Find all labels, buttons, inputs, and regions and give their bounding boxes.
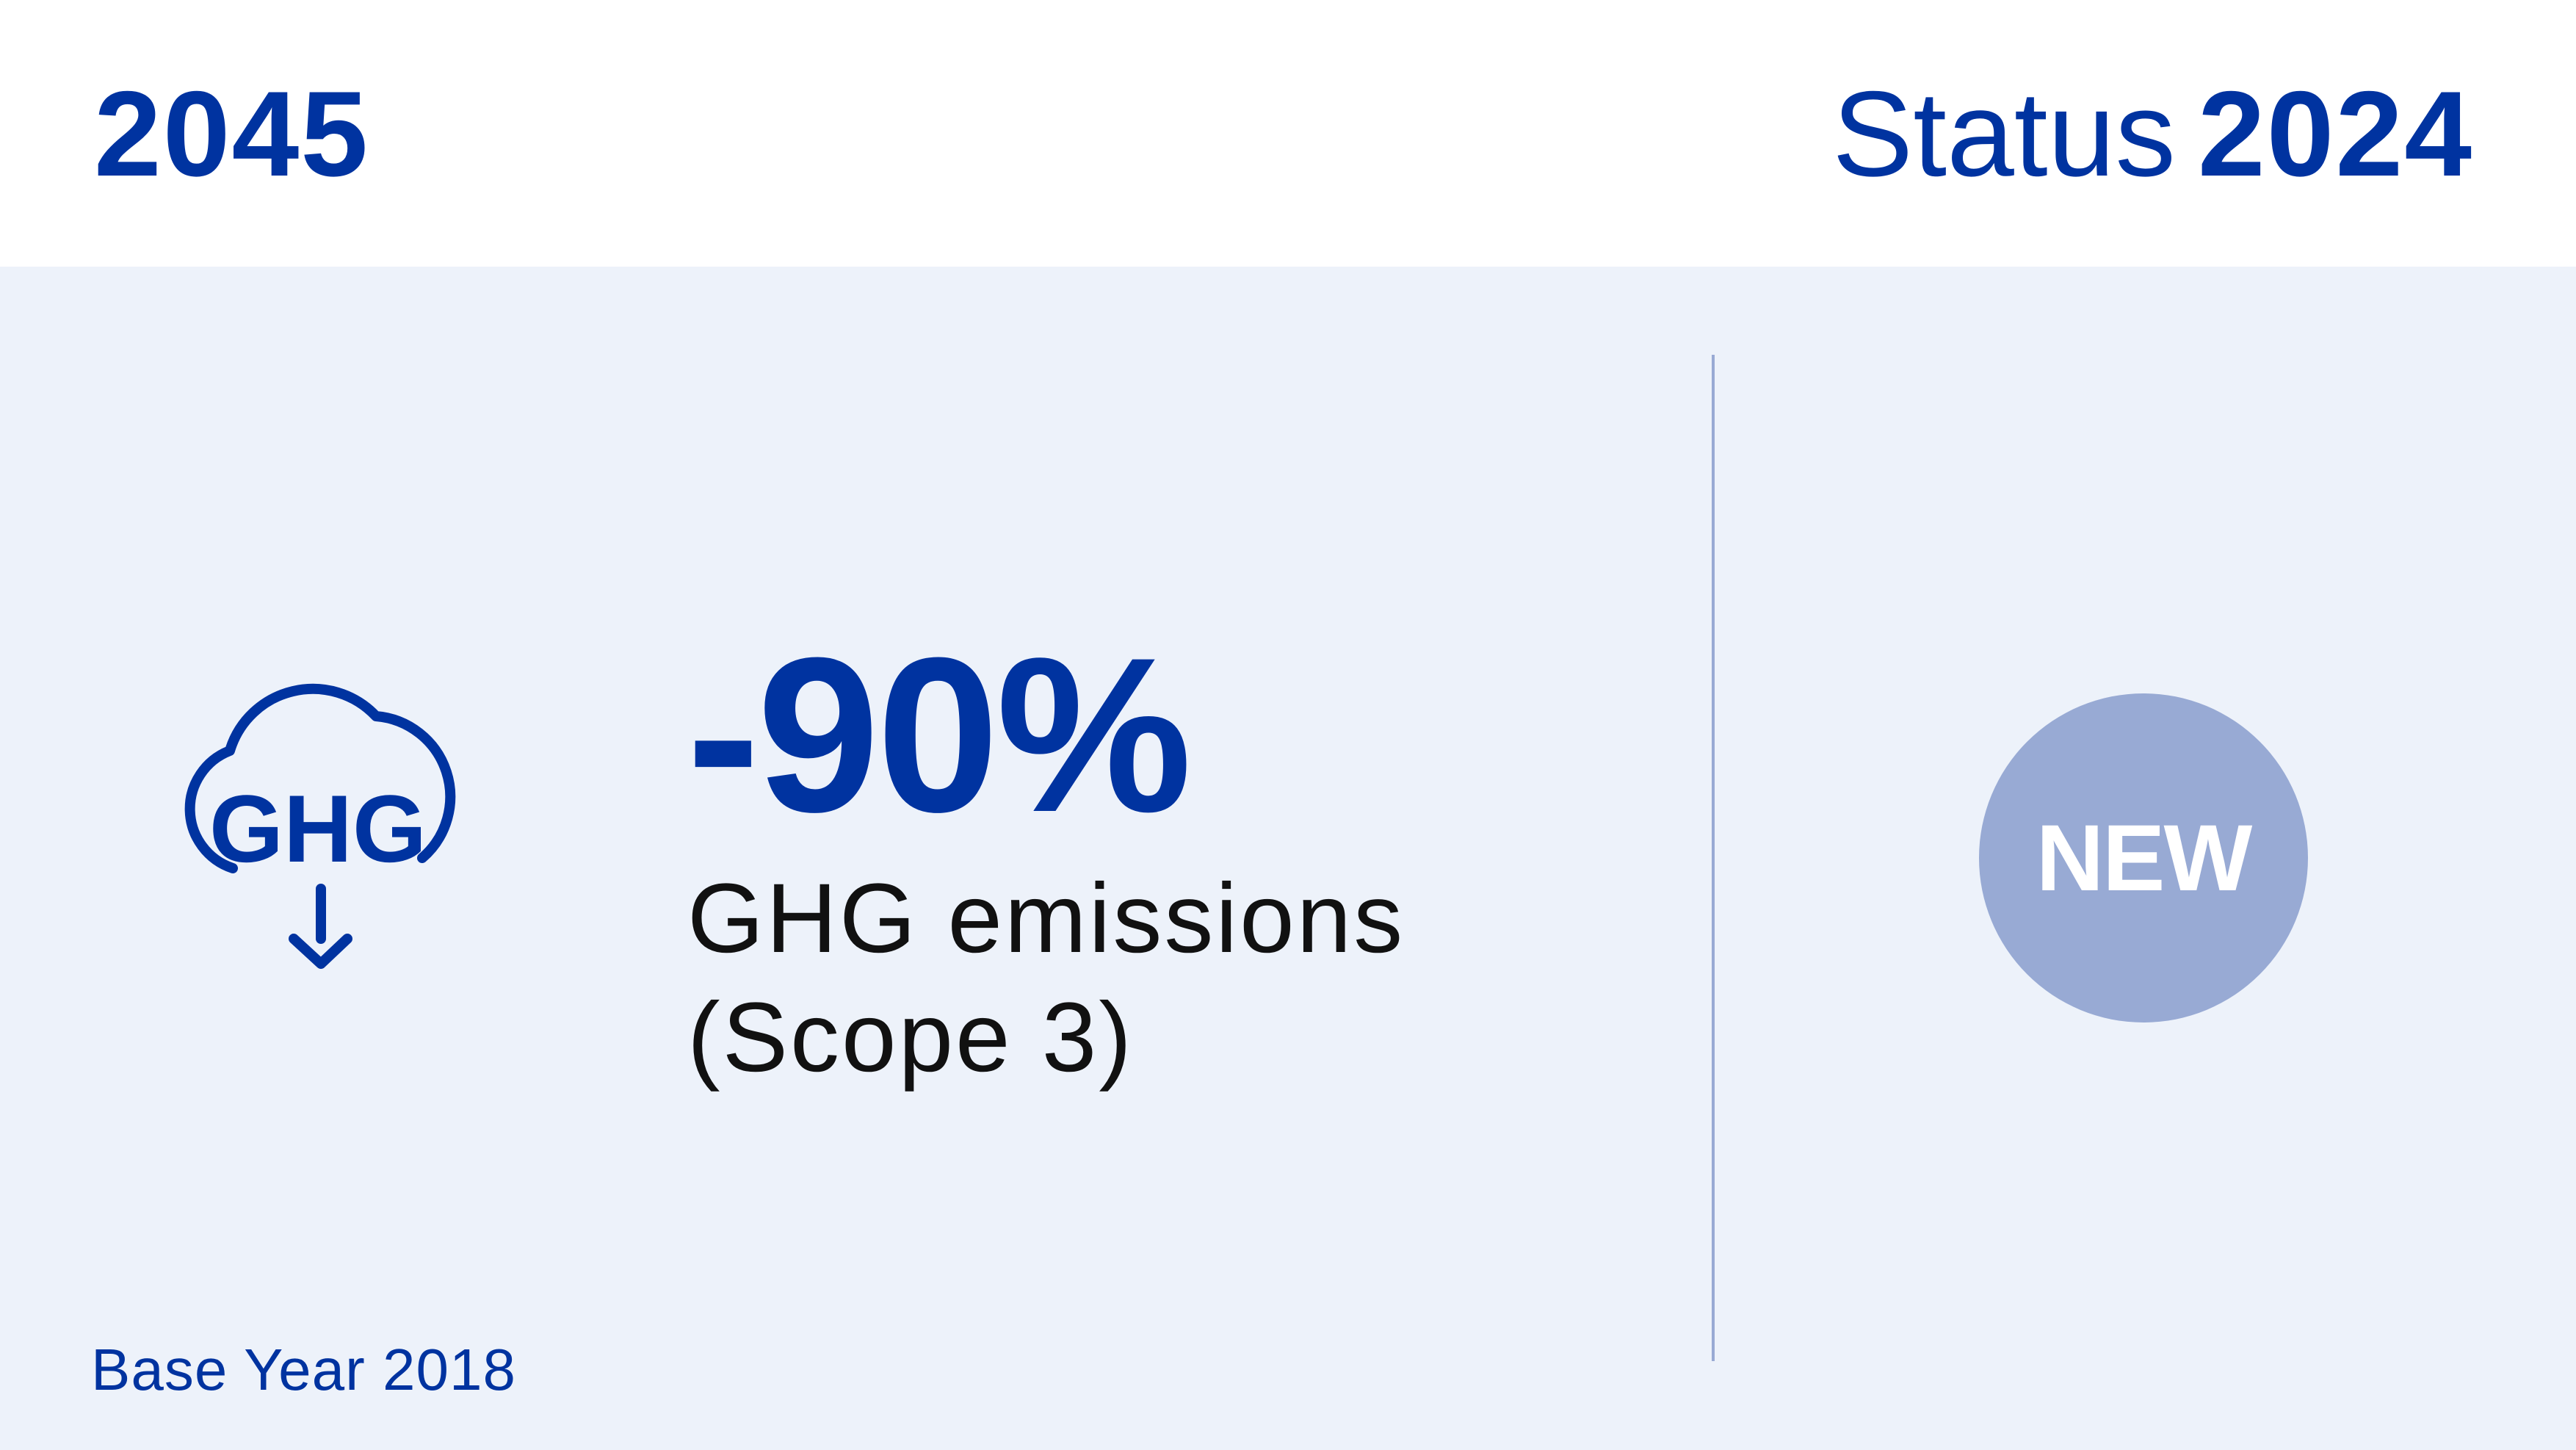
target-year: 2045: [94, 66, 370, 201]
divider: [1712, 355, 1715, 1361]
status-badge: NEW: [1979, 693, 2308, 1022]
kpi-value: -90%: [687, 611, 1192, 858]
status-label: Status: [1832, 66, 2176, 201]
status-badge-label: NEW: [2036, 805, 2253, 911]
kpi-description-line2: (Scope 3): [687, 983, 1134, 1092]
base-year: Base Year 2018: [91, 1337, 516, 1402]
header: 2045 Status 2024: [0, 0, 2576, 267]
status-heading: Status 2024: [1832, 73, 2473, 195]
status-year: 2024: [2197, 66, 2473, 201]
kpi-description-line1: GHG emissions: [687, 864, 1405, 973]
kpi-description: GHG emissions (Scope 3): [687, 859, 1405, 1097]
ghg-cloud-down-icon: GHG: [184, 683, 456, 969]
icon-text: GHG: [209, 775, 427, 882]
